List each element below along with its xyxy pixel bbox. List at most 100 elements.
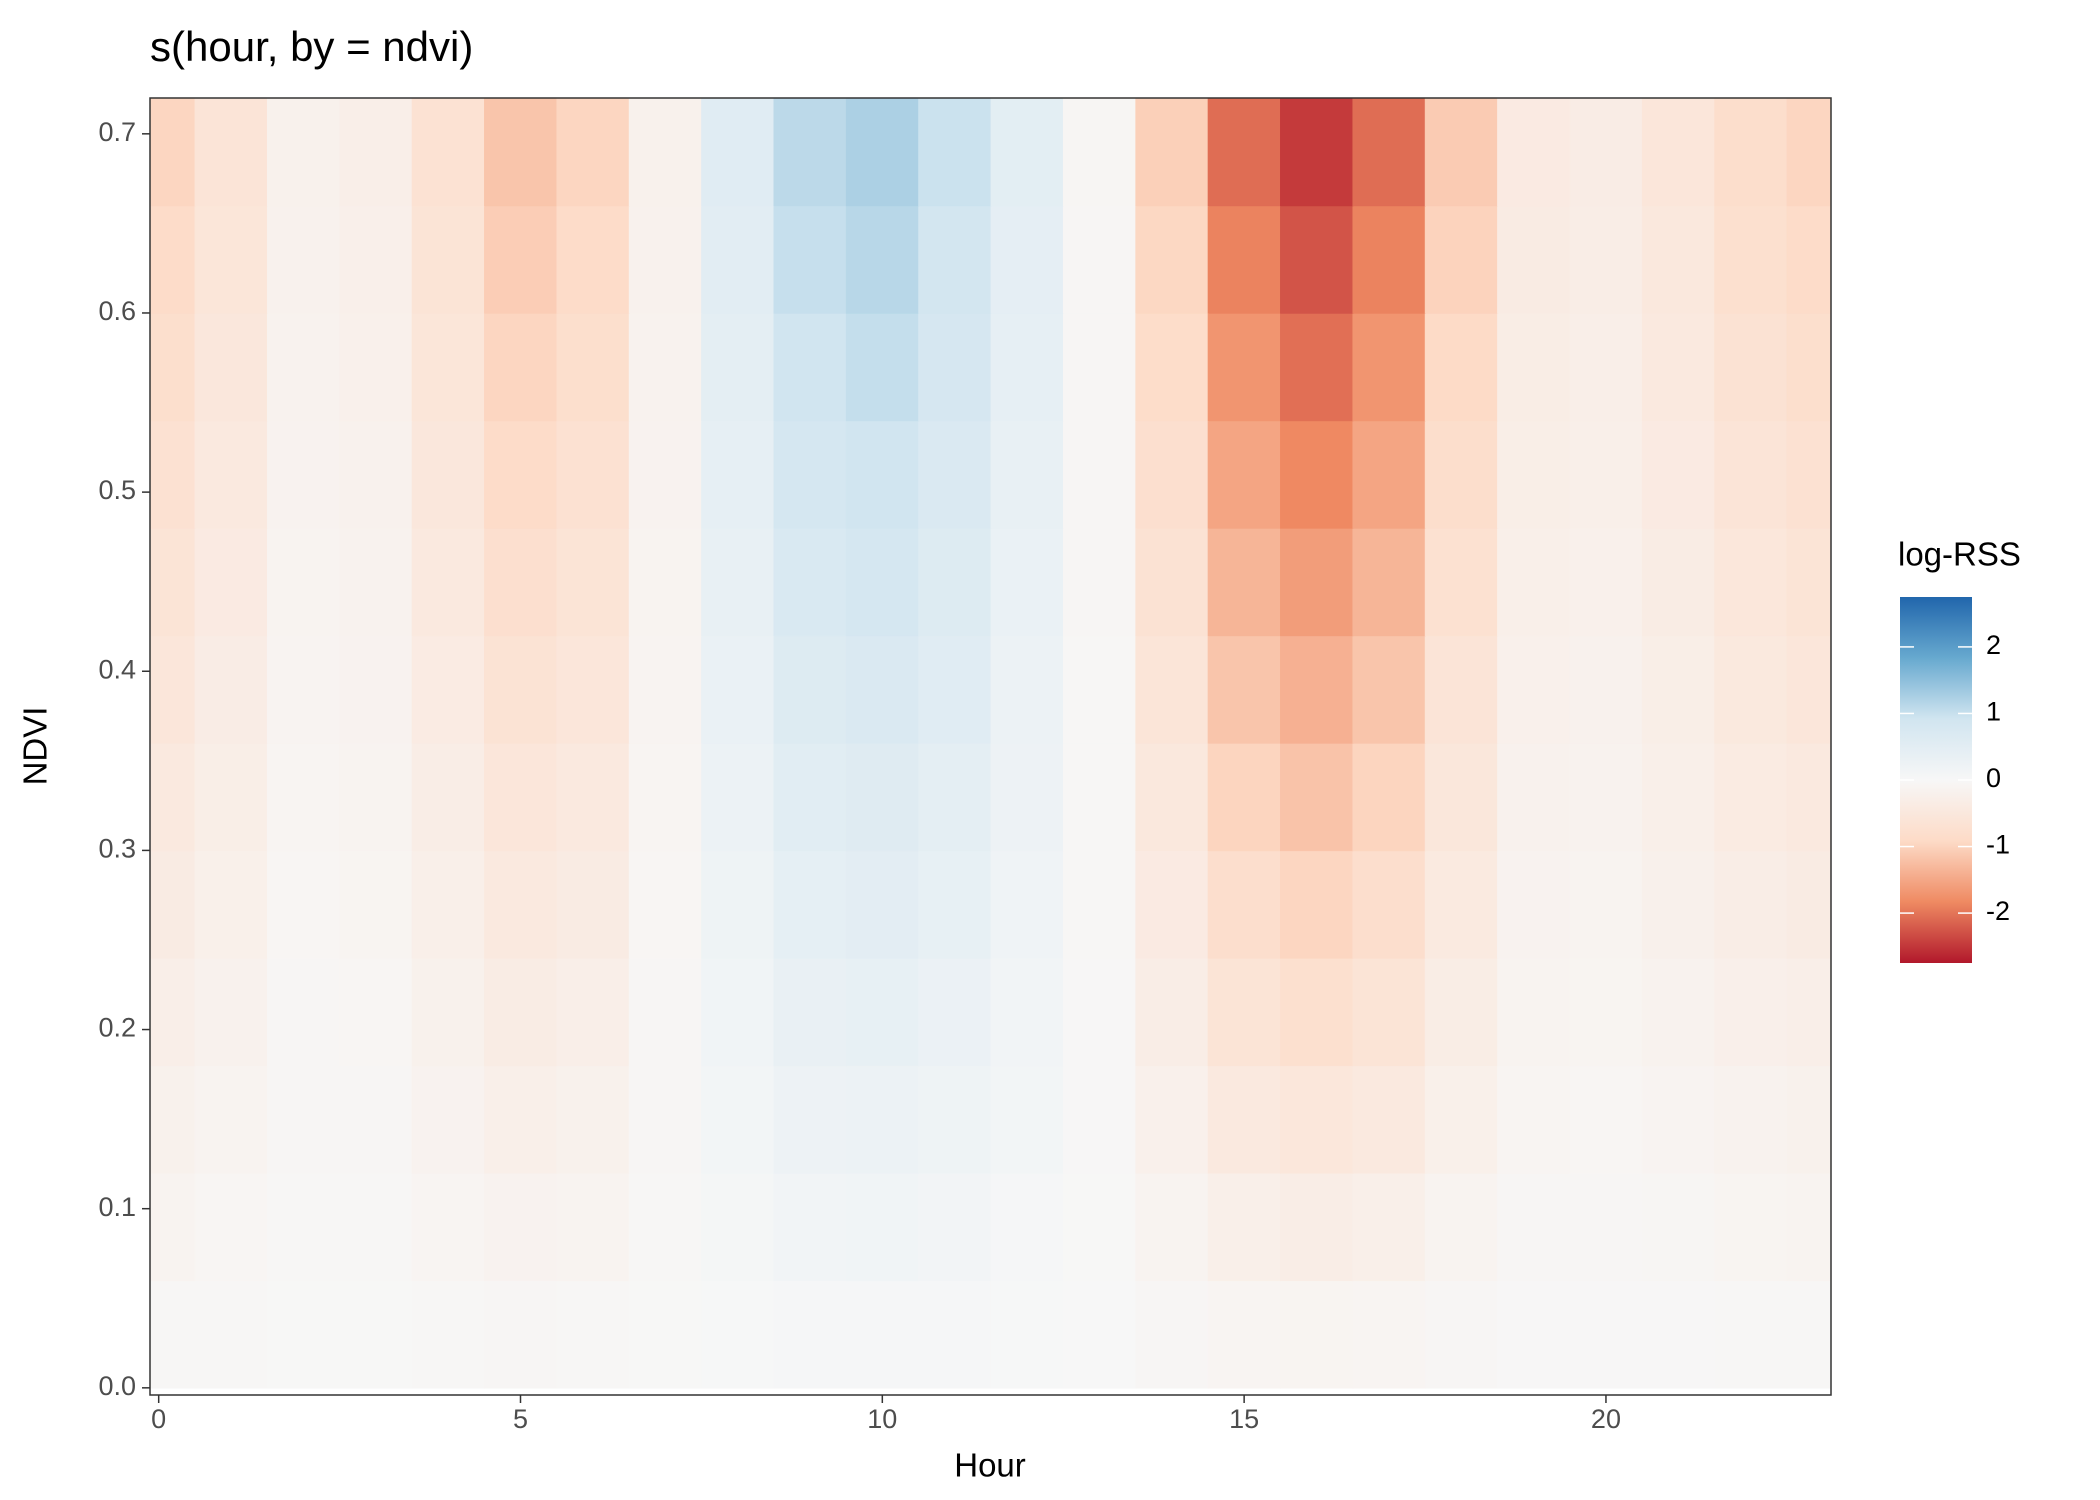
heat-cell (701, 420, 775, 529)
heat-cell (701, 742, 775, 852)
heat-cell (1714, 1280, 1788, 1389)
heat-cell (339, 742, 413, 852)
heat-cell (1352, 635, 1426, 744)
heat-cell (1135, 420, 1209, 529)
heat-cell (845, 957, 920, 1067)
heat-cell (194, 527, 268, 637)
heat-cell (556, 742, 630, 852)
heat-cell (1786, 1065, 1831, 1174)
x-tick-label: 20 (1591, 1404, 1621, 1434)
heat-cell (411, 957, 486, 1067)
heat-cell (556, 98, 630, 207)
heat-cell (1569, 98, 1643, 207)
heat-cell (1062, 1172, 1137, 1282)
heat-cell (845, 98, 920, 207)
heat-cell (1424, 1065, 1499, 1174)
x-tick-label: 5 (513, 1404, 528, 1434)
heat-cell (266, 850, 341, 959)
heat-cell (1135, 1280, 1209, 1389)
heat-cell (845, 205, 920, 314)
heat-cell (1280, 1065, 1354, 1174)
heat-cell (266, 1280, 341, 1389)
heat-cell (484, 957, 558, 1067)
heat-cell (918, 98, 992, 207)
x-tick-label: 10 (867, 1404, 897, 1434)
heat-cell (845, 1172, 920, 1282)
heat-cell (990, 205, 1064, 314)
heat-cell (1352, 312, 1426, 422)
heat-cell (1497, 1172, 1571, 1282)
heat-cell (1207, 420, 1282, 529)
heat-cell (266, 742, 341, 852)
heat-cell (1786, 635, 1831, 744)
heat-cell (1714, 1065, 1788, 1174)
heat-cell (150, 850, 196, 959)
heat-cell (1641, 312, 1716, 422)
y-tick-label: 0.5 (98, 475, 136, 505)
heat-cell (1497, 1280, 1571, 1389)
heat-cell (1207, 957, 1282, 1067)
colorbar-tick-label: -2 (1986, 896, 2010, 926)
heat-cell (484, 742, 558, 852)
heat-cell (1497, 957, 1571, 1067)
heat-cell (1062, 1280, 1137, 1389)
heat-cell (1207, 312, 1282, 422)
y-tick-label: 0.7 (98, 117, 136, 147)
heat-cell (556, 1065, 630, 1174)
heat-cell (628, 635, 703, 744)
heat-cell (556, 420, 630, 529)
heat-cell (918, 742, 992, 852)
heat-cell (1714, 420, 1788, 529)
heat-cell (773, 420, 847, 529)
heat-cell (1207, 98, 1282, 207)
heat-cell (1135, 742, 1209, 852)
y-axis-label: NDVI (17, 707, 54, 786)
heat-cell (701, 1172, 775, 1282)
heat-cell (628, 1280, 703, 1389)
heat-cell (773, 742, 847, 852)
heat-cell (411, 98, 486, 207)
heat-cell (150, 635, 196, 744)
heat-cell (1207, 1065, 1282, 1174)
heat-cell (845, 850, 920, 959)
heat-cell (194, 1280, 268, 1389)
heat-cell (484, 1065, 558, 1174)
heat-cell (1135, 1172, 1209, 1282)
heat-cell (773, 850, 847, 959)
heat-cell (1569, 205, 1643, 314)
heat-cell (411, 742, 486, 852)
heat-cell (845, 742, 920, 852)
heat-cell (1352, 205, 1426, 314)
heat-cell (150, 205, 196, 314)
heat-cell (990, 1065, 1064, 1174)
heat-cell (1062, 98, 1137, 207)
heat-cell (845, 1065, 920, 1174)
heat-cell (1569, 527, 1643, 637)
heat-cell (1714, 527, 1788, 637)
heat-cell (556, 312, 630, 422)
heat-cell (1714, 635, 1788, 744)
heat-cell (556, 527, 630, 637)
x-tick-label: 0 (151, 1404, 166, 1434)
heat-cell (1207, 205, 1282, 314)
heat-cell (1135, 527, 1209, 637)
y-tick-label: 0.4 (98, 654, 136, 684)
heat-cell (194, 312, 268, 422)
y-tick-label: 0.0 (98, 1371, 136, 1401)
heat-cell (1352, 850, 1426, 959)
heat-cell (1641, 1280, 1716, 1389)
heat-cell (150, 1280, 196, 1389)
heat-cell (628, 1172, 703, 1282)
heat-cell (773, 1172, 847, 1282)
heat-cell (990, 312, 1064, 422)
heat-cell (1280, 1280, 1354, 1389)
heat-cell (1424, 635, 1499, 744)
heat-cell (1569, 742, 1643, 852)
heat-cell (1497, 527, 1571, 637)
heat-cell (1062, 527, 1137, 637)
heat-cell (1207, 1172, 1282, 1282)
heat-cell (773, 1280, 847, 1389)
heatmap (150, 98, 1831, 1389)
heat-cell (1569, 957, 1643, 1067)
heat-cell (556, 1172, 630, 1282)
